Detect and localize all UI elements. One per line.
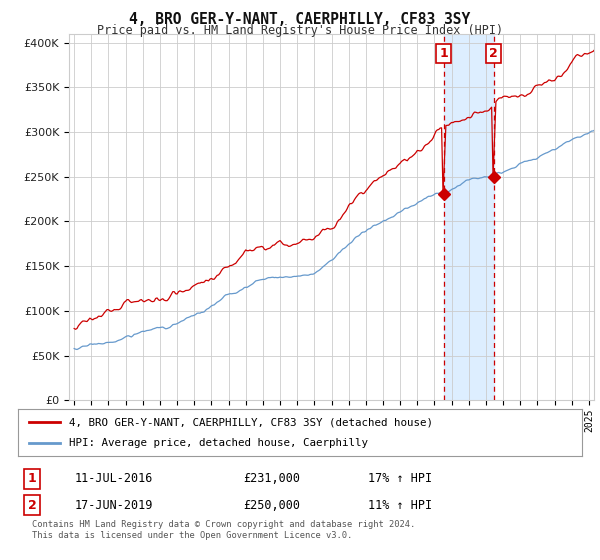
Text: 17% ↑ HPI: 17% ↑ HPI bbox=[368, 472, 432, 485]
Text: 4, BRO GER-Y-NANT, CAERPHILLY, CF83 3SY (detached house): 4, BRO GER-Y-NANT, CAERPHILLY, CF83 3SY … bbox=[69, 417, 433, 427]
Text: 11% ↑ HPI: 11% ↑ HPI bbox=[368, 498, 432, 512]
Text: 1: 1 bbox=[28, 472, 37, 485]
Text: £250,000: £250,000 bbox=[244, 498, 301, 512]
Text: Price paid vs. HM Land Registry's House Price Index (HPI): Price paid vs. HM Land Registry's House … bbox=[97, 24, 503, 37]
Bar bbox=[444, 34, 494, 400]
Text: 2: 2 bbox=[28, 498, 37, 512]
Text: 11-JUL-2016: 11-JUL-2016 bbox=[74, 472, 153, 485]
Text: HPI: Average price, detached house, Caerphilly: HPI: Average price, detached house, Caer… bbox=[69, 438, 368, 448]
Text: Contains HM Land Registry data © Crown copyright and database right 2024.
This d: Contains HM Land Registry data © Crown c… bbox=[32, 520, 415, 540]
Text: 1: 1 bbox=[439, 47, 448, 60]
Text: 17-JUN-2019: 17-JUN-2019 bbox=[74, 498, 153, 512]
Text: 4, BRO GER-Y-NANT, CAERPHILLY, CF83 3SY: 4, BRO GER-Y-NANT, CAERPHILLY, CF83 3SY bbox=[130, 12, 470, 27]
Text: £231,000: £231,000 bbox=[244, 472, 301, 485]
Text: 2: 2 bbox=[490, 47, 498, 60]
